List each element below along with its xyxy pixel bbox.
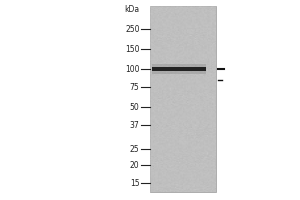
Bar [152, 64, 206, 74]
Text: 37: 37 [130, 120, 140, 130]
Text: 25: 25 [130, 144, 140, 154]
Text: 50: 50 [130, 102, 140, 112]
Text: kDa: kDa [124, 4, 140, 14]
Text: 150: 150 [125, 45, 140, 53]
Text: 100: 100 [125, 64, 140, 73]
Text: 20: 20 [130, 160, 140, 170]
Text: 75: 75 [130, 83, 140, 92]
Bar [152, 64, 206, 74]
Text: 250: 250 [125, 24, 140, 33]
Text: 15: 15 [130, 178, 140, 188]
Bar [150, 6, 216, 192]
Bar [152, 67, 206, 71]
